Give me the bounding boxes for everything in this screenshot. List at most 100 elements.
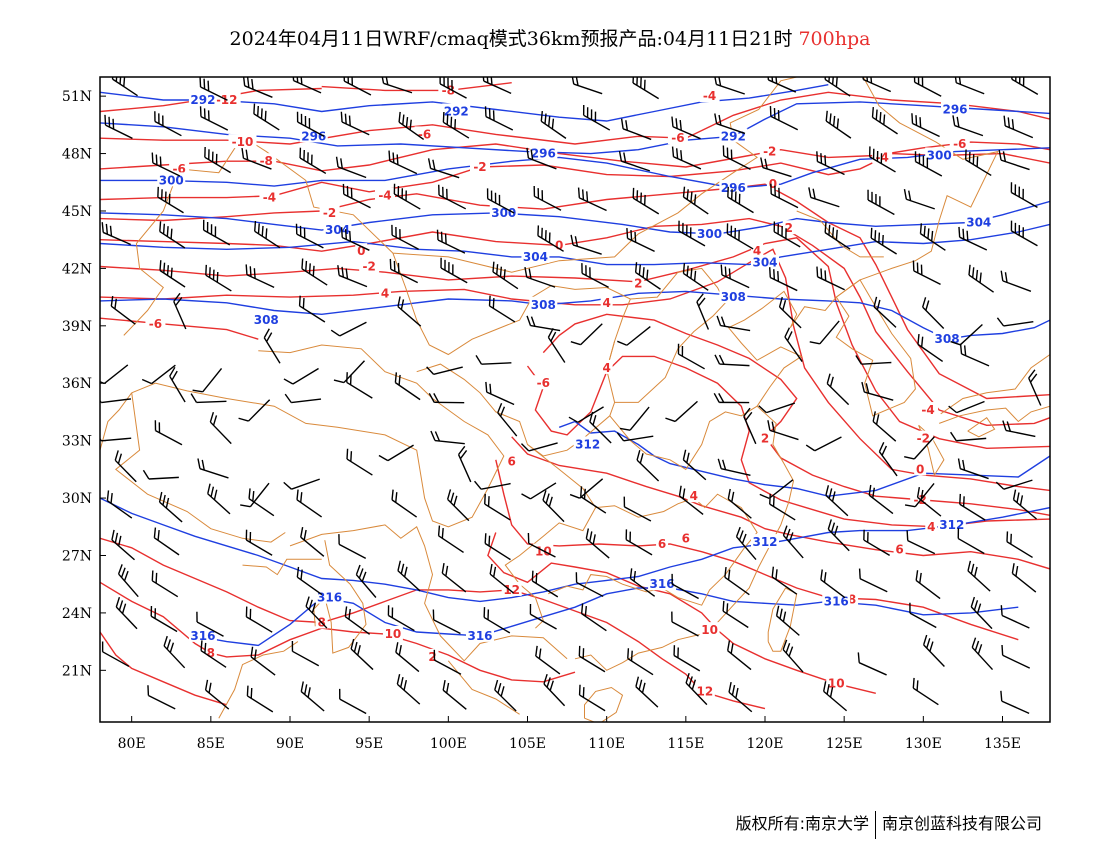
boundary-line <box>447 660 520 715</box>
wind-barb <box>248 488 275 517</box>
wind-barb <box>474 480 511 490</box>
wind-barb <box>440 257 468 284</box>
wind-barb <box>616 432 654 442</box>
copyright-left: 版权所有:南京大学 <box>735 814 869 833</box>
wind-barb <box>671 116 701 140</box>
contour-label-bg <box>826 675 847 690</box>
contour-label-bg <box>751 254 779 269</box>
wind-barb <box>245 529 273 556</box>
wind-barb <box>771 566 798 595</box>
temperature-contour-label: -2 <box>362 259 375 273</box>
temperature-contour <box>511 436 1050 570</box>
wind-barb <box>250 646 276 676</box>
wind-barb <box>245 264 275 288</box>
wind-barb <box>1010 182 1038 208</box>
wind-barb <box>916 487 942 517</box>
wind-barb <box>346 448 373 476</box>
wind-barb <box>111 77 138 97</box>
wind-barb <box>154 111 182 137</box>
lat-tick-label: 33N <box>62 434 92 450</box>
wind-barb <box>428 392 465 404</box>
wind-barb <box>388 150 418 175</box>
wind-barb <box>446 489 470 522</box>
temperature-contour <box>526 355 1050 528</box>
wind-barb <box>484 493 511 521</box>
wind-barb <box>619 406 650 431</box>
wind-barb <box>526 315 561 332</box>
wind-barb <box>720 264 750 289</box>
wind-barb <box>483 607 511 634</box>
wind-barb <box>114 450 137 483</box>
contour-label-bg <box>667 130 688 145</box>
geopotential-contour-label: 308 <box>531 298 556 312</box>
wind-barb <box>1000 605 1030 629</box>
wind-barb <box>726 640 752 671</box>
temperature-contour-label: 10 <box>701 623 718 637</box>
wind-barb <box>872 411 897 442</box>
wind-barb <box>713 392 750 404</box>
boundary-line <box>289 524 568 662</box>
geopotential-contour <box>100 101 1050 155</box>
wind-barb <box>395 642 420 673</box>
wind-barb <box>950 324 983 346</box>
wind-barb <box>625 529 653 556</box>
contour-label-bg <box>470 158 490 173</box>
boundary-line <box>114 392 286 543</box>
contour-label-bg <box>719 289 748 304</box>
wind-barb <box>950 431 987 442</box>
geopotential-contour <box>100 223 1050 266</box>
wind-barb <box>728 682 753 713</box>
wind-barb <box>632 77 660 100</box>
wind-barb <box>682 263 709 291</box>
contour-label-bg <box>632 275 645 290</box>
wind-barb <box>722 600 749 629</box>
contour-label-bg <box>379 285 391 300</box>
wind-barb <box>242 77 273 98</box>
geopotential-contour <box>100 200 1050 235</box>
wind-barb <box>824 222 851 250</box>
boundary-line <box>835 279 916 417</box>
wind-barb <box>340 227 370 251</box>
wind-barb <box>858 568 888 593</box>
wind-barb <box>333 360 366 384</box>
boundary-line <box>504 444 597 629</box>
boundary-line <box>584 686 624 722</box>
wind-barb <box>190 393 227 404</box>
wind-barb <box>632 187 660 215</box>
wind-barb <box>968 264 994 293</box>
geopotential-contour-label: 308 <box>721 290 746 304</box>
contour-label-bg <box>188 627 217 642</box>
wind-barb <box>246 685 274 713</box>
wind-barb <box>743 407 757 445</box>
wind-barb <box>671 146 702 170</box>
wind-barb <box>342 183 371 209</box>
wind-barb <box>760 157 792 178</box>
geopotential-contour-label: 304 <box>966 215 991 229</box>
contour-label-bg <box>699 88 720 103</box>
wind-barb <box>578 684 606 712</box>
wind-barb <box>620 118 652 141</box>
contour-label-bg <box>466 627 494 642</box>
wind-barb <box>527 533 556 558</box>
contour-label-bg <box>893 541 906 556</box>
wind-barb <box>494 679 517 712</box>
wind-barb <box>816 266 845 291</box>
wind-barb <box>735 526 757 561</box>
temperature-contour-label: 6 <box>682 531 690 545</box>
wind-barb <box>391 224 419 250</box>
wind-barb <box>570 234 602 255</box>
contour-label-bg <box>656 536 669 551</box>
wind-barb <box>722 145 751 170</box>
wind-barb <box>300 681 325 712</box>
geopotential-contour-label: 292 <box>444 104 469 118</box>
temperature-contour-label: 4 <box>927 520 935 534</box>
temperature-contour-label: 6 <box>895 543 903 557</box>
wind-barb <box>438 184 467 210</box>
wind-barb <box>397 296 422 327</box>
geopotential-contour <box>100 147 1050 189</box>
temperature-contour <box>100 217 1050 427</box>
wind-barb <box>678 485 704 515</box>
boundary-line <box>967 416 996 438</box>
temperature-contour-label: 6 <box>507 455 515 469</box>
lat-tick-label: 21N <box>62 663 92 679</box>
